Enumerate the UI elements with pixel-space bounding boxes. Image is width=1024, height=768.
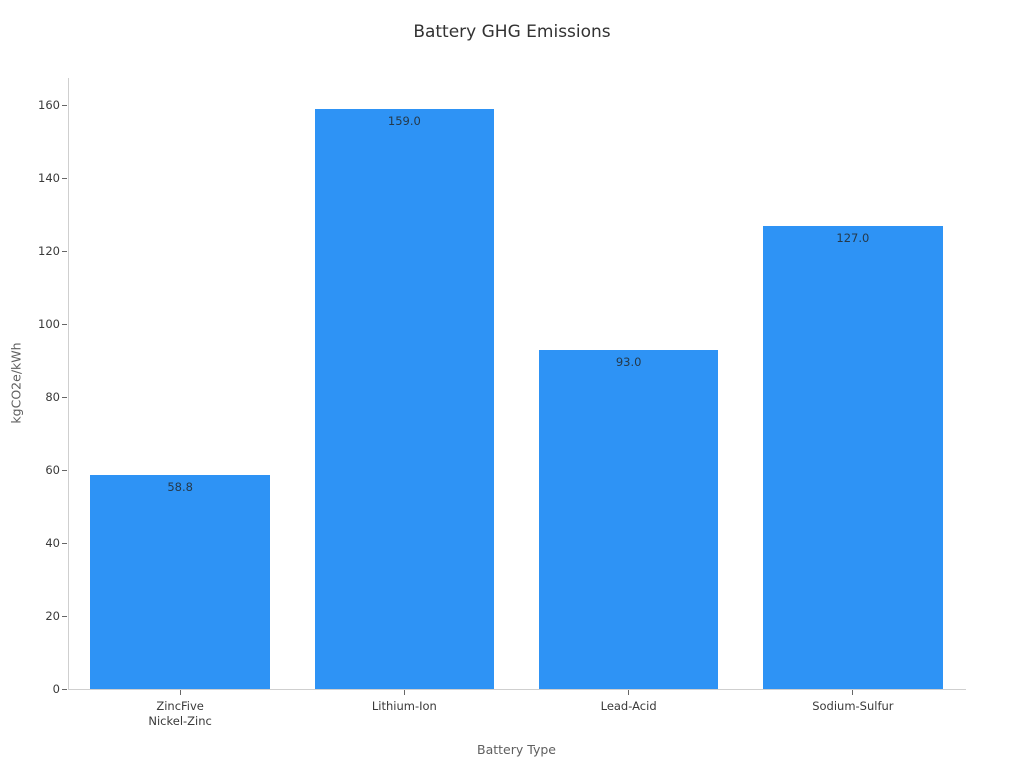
y-tick-mark <box>62 688 67 690</box>
bar-value-label: 58.8 <box>167 479 193 494</box>
bar: 58.8 <box>90 474 270 689</box>
y-tick-label: 160 <box>38 98 60 113</box>
y-tick-label: 20 <box>45 609 60 624</box>
x-tick-label: Sodium-Sulfur <box>812 699 894 713</box>
y-tick-mark <box>62 615 67 617</box>
y-tick-mark <box>62 104 67 106</box>
x-tick-label: Lead-Acid <box>600 699 657 713</box>
y-tick-mark <box>62 177 67 179</box>
x-tick-mark <box>628 690 630 695</box>
x-tick-label: Lithium-Ion <box>371 699 437 713</box>
y-tick-label: 40 <box>45 536 60 551</box>
x-tick-mark <box>403 690 405 695</box>
y-tick-mark <box>62 469 67 471</box>
y-tick-label: 120 <box>38 244 60 259</box>
y-tick-mark <box>62 250 67 252</box>
bar: 93.0 <box>538 349 719 689</box>
bar: 127.0 <box>763 225 943 689</box>
bar-value-label: 93.0 <box>615 354 642 369</box>
x-axis-title: Battery Type <box>477 742 556 757</box>
x-tick-mark <box>179 690 181 695</box>
y-tick-label: 80 <box>45 390 60 405</box>
y-tick-label: 0 <box>52 682 60 696</box>
x-tick-mark <box>852 690 854 695</box>
chart-title: Battery GHG Emissions <box>413 22 611 42</box>
bar-value-label: 127.0 <box>836 230 870 245</box>
x-tick-label: ZincFive Nickel-Zinc <box>148 699 212 728</box>
y-tick-mark <box>62 396 67 398</box>
y-tick-label: 60 <box>45 463 60 478</box>
y-tick-mark <box>62 323 67 325</box>
bar-value-label: 159.0 <box>387 114 421 128</box>
plot-area <box>68 78 966 690</box>
bar: 159.0 <box>314 109 495 689</box>
y-tick-mark <box>62 542 67 544</box>
y-tick-label: 140 <box>38 171 60 186</box>
y-tick-label: 100 <box>38 317 60 332</box>
